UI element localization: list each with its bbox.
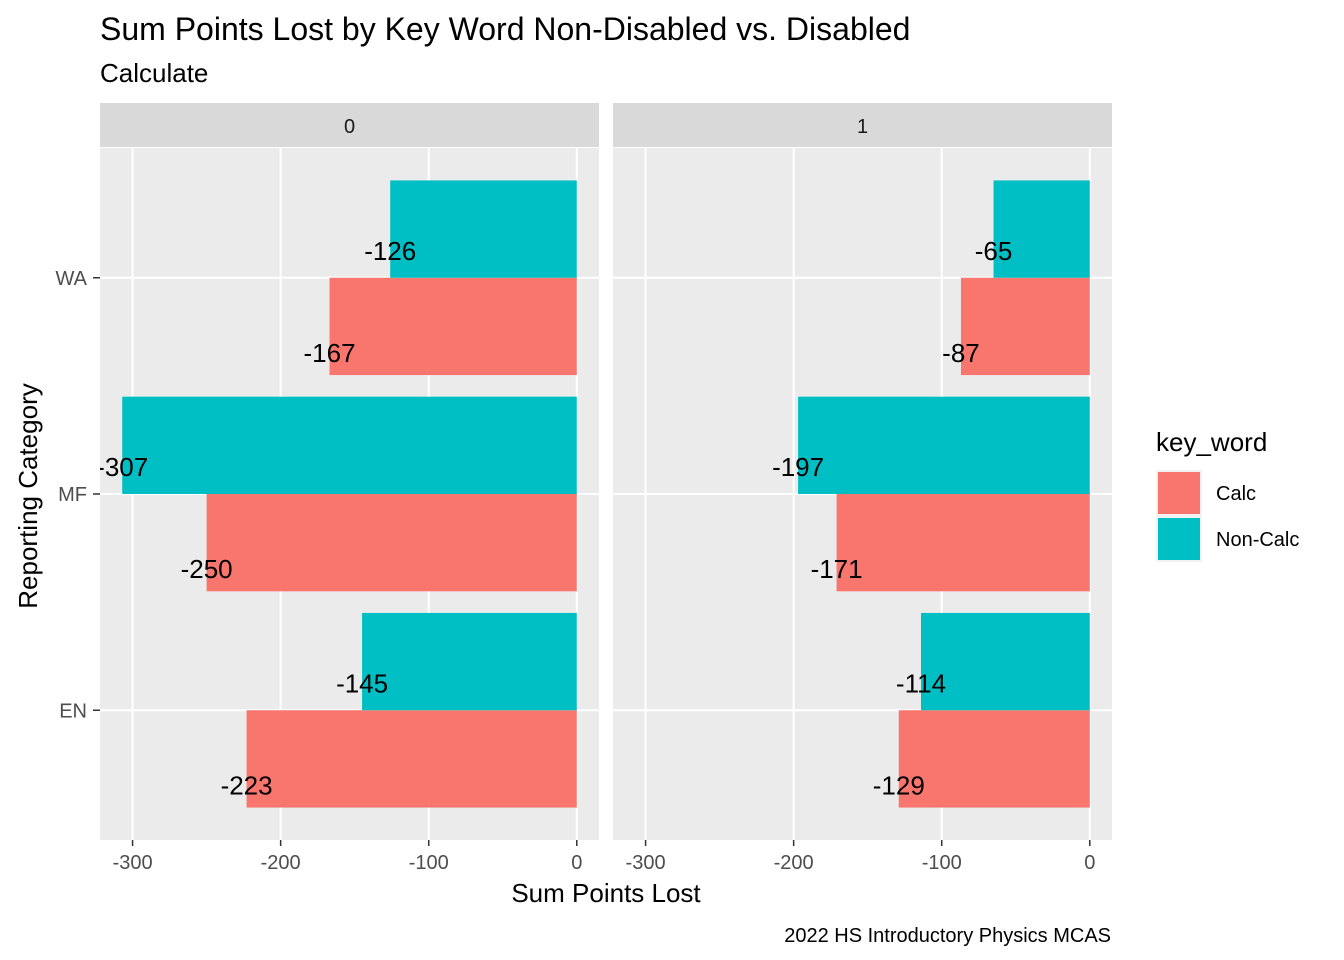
y-tick-label-mf: MF [58,484,87,506]
bar-label-calc-mf: -250 [181,554,233,584]
x-axis-title: Sum Points Lost [511,878,701,908]
facet-strip [613,103,1112,147]
facet-panel-0: 0 -167 -126 -250 -307 -223 -145 -300 -200 -100 0 [96,103,599,874]
bar-label-non-calc-mf: -197 [772,452,824,482]
bar-non-calc-wa [390,180,577,278]
legend-swatch-non-calc [1158,518,1200,560]
bar-label-non-calc-wa: -126 [364,236,416,266]
legend-label-calc: Calc [1216,483,1256,505]
x-tick-label: -200 [261,852,301,874]
bar-calc-mf [836,494,1090,592]
x-tick-label: -200 [774,852,814,874]
bar-label-calc-en: -129 [873,770,925,800]
legend: key_word Calc Non-Calc [1156,427,1299,562]
y-tick-label-en: EN [59,700,87,722]
facet-strip-label: 1 [857,116,868,138]
bar-non-calc-mf [798,396,1090,494]
bar-label-non-calc-en: -145 [336,668,388,698]
facet-panels: 0 -167 -126 -250 -307 -223 -145 -300 -200 -100 0 1 -… [96,103,1112,874]
x-tick-label: -300 [626,852,666,874]
chart-title: Sum Points Lost by Key Word Non-Disabled… [100,11,910,47]
bar-calc-en [898,710,1090,808]
bar-calc-mf [206,494,577,592]
y-axis: WA MF EN [56,268,100,722]
legend-swatch-calc [1158,472,1200,514]
bar-label-calc-mf: -171 [811,554,863,584]
x-tick-label: 0 [571,852,582,874]
facet-strip [100,103,599,147]
bar-label-calc-wa: -87 [942,338,980,368]
facet-panel-1: 1 -87 -65 -171 -197 -129 -114 -300 -200 -100 0 [613,103,1112,874]
y-tick-label-wa: WA [56,268,88,290]
bar-calc-en [246,710,577,808]
bar-label-non-calc-mf: -307 [96,452,148,482]
bar-non-calc-mf [122,396,577,494]
bar-non-calc-en [920,612,1090,711]
facet-strip-label: 0 [344,116,355,138]
bar-non-calc-en [362,612,577,711]
y-axis-title: Reporting Category [13,383,43,608]
bar-calc-wa [960,277,1090,376]
bar-label-non-calc-wa: -65 [975,236,1013,266]
x-tick-label: 0 [1084,852,1095,874]
chart-caption: 2022 HS Introductory Physics MCAS [784,925,1111,947]
x-tick-label: -100 [409,852,449,874]
x-tick-label: -300 [113,852,153,874]
bar-label-calc-wa: -167 [303,338,355,368]
bar-non-calc-wa [993,180,1090,278]
chart-subtitle: Calculate [100,58,208,88]
x-tick-label: -100 [922,852,962,874]
legend-title: key_word [1156,427,1267,457]
bar-label-non-calc-en: -114 [896,668,946,698]
legend-label-non-calc: Non-Calc [1216,529,1299,551]
bar-label-calc-en: -223 [221,770,273,800]
bar-calc-wa [329,277,577,376]
